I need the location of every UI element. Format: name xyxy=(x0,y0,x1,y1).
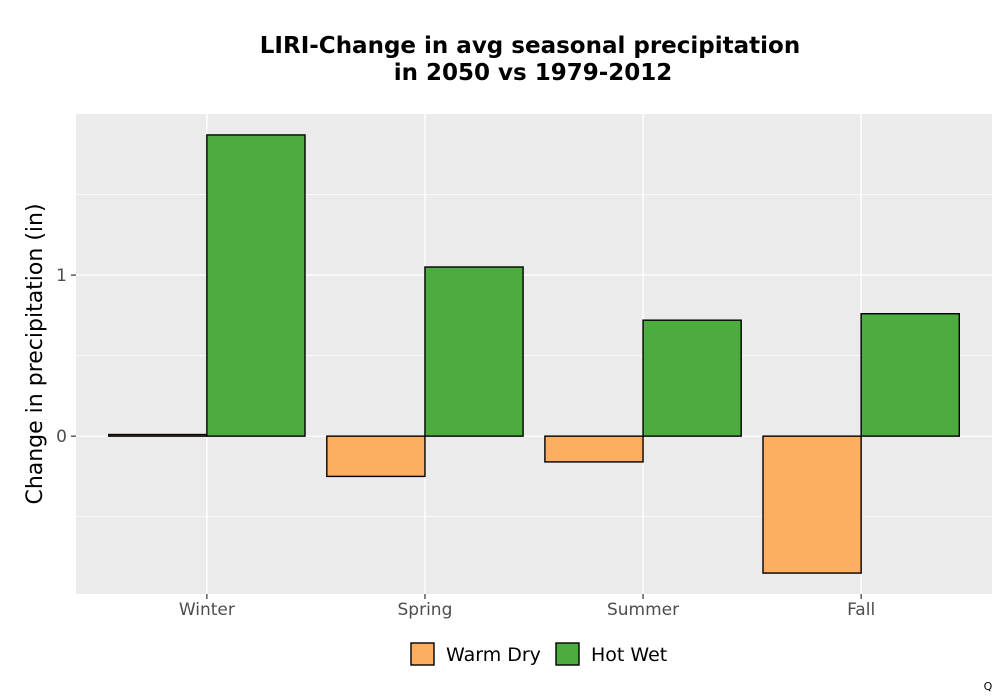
bar-warm-dry-summer xyxy=(544,435,644,463)
chart-title-line2: in 2050 vs 1979-2012 xyxy=(394,60,673,86)
x-tick-label-winter: Winter xyxy=(179,600,235,620)
bar-hot-wet-summer xyxy=(642,319,742,437)
corner-mark: Q xyxy=(984,680,993,693)
legend-label-warm-dry: Warm Dry xyxy=(446,644,541,666)
bar-warm-dry-spring xyxy=(326,435,426,478)
y-tick-label: 1 xyxy=(56,266,67,286)
x-axis-ticks: Winter Spring Summer Fall xyxy=(179,594,875,620)
x-tick-label-spring: Spring xyxy=(398,600,453,620)
legend-key-warm-dry xyxy=(410,642,435,666)
bar-hot-wet-fall xyxy=(860,313,960,437)
x-tick-label-fall: Fall xyxy=(847,600,875,620)
legend-key-hot-wet xyxy=(555,642,580,666)
bars-layer xyxy=(108,134,960,574)
y-tick-label: 0 xyxy=(56,427,67,447)
bar-warm-dry-fall xyxy=(762,435,862,574)
bar-hot-wet-spring xyxy=(424,266,524,437)
x-tick-label-summer: Summer xyxy=(607,600,679,620)
legend-label-hot-wet: Hot Wet xyxy=(591,644,667,666)
bar-hot-wet-winter xyxy=(206,134,306,437)
legend: Warm Dry Hot Wet xyxy=(410,642,667,666)
y-axis-ticks: 01 xyxy=(56,266,76,447)
chart-title-line1: LIRI-Change in avg seasonal precipitatio… xyxy=(260,33,800,59)
y-axis-title: Change in precipitation (in) xyxy=(23,203,48,504)
bar-warm-dry-winter xyxy=(108,433,208,437)
